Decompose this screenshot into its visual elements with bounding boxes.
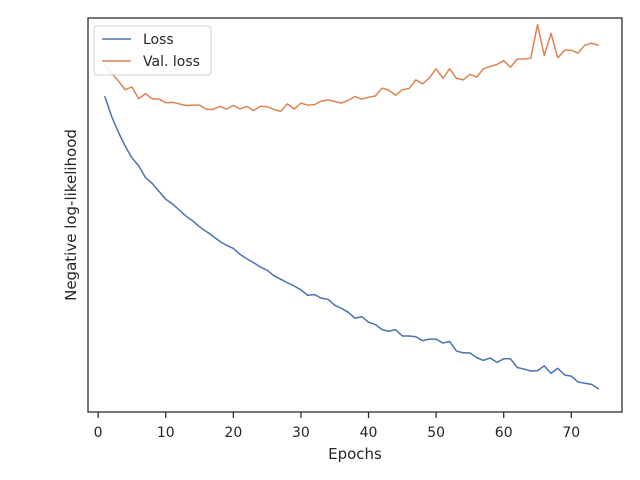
- plot-area: [87, 17, 623, 413]
- legend: Loss Val. loss: [93, 25, 212, 76]
- x-tick-label-70: 70: [562, 425, 580, 441]
- x-tick-label-10: 10: [157, 425, 175, 441]
- x-tick-label-30: 30: [292, 425, 310, 441]
- x-tick-label-50: 50: [427, 425, 445, 441]
- x-tick-label-40: 40: [360, 425, 378, 441]
- series-line-loss: [104, 96, 600, 390]
- x-tick-label-60: 60: [495, 425, 513, 441]
- legend-label-loss: Loss: [143, 32, 174, 48]
- x-axis-label: Epochs: [328, 445, 382, 463]
- legend-label-val-loss: Val. loss: [143, 54, 200, 70]
- x-tick-label-0: 0: [94, 425, 103, 441]
- axes-frame: [87, 17, 623, 413]
- y-axis-label: Negative log-likelihood: [62, 129, 80, 301]
- series-line-val-loss: [104, 23, 600, 113]
- x-axis: 0 10 20 30 40 50 60 70: [94, 412, 580, 441]
- x-tick-label-20: 20: [224, 425, 242, 441]
- series-layer: [104, 23, 600, 390]
